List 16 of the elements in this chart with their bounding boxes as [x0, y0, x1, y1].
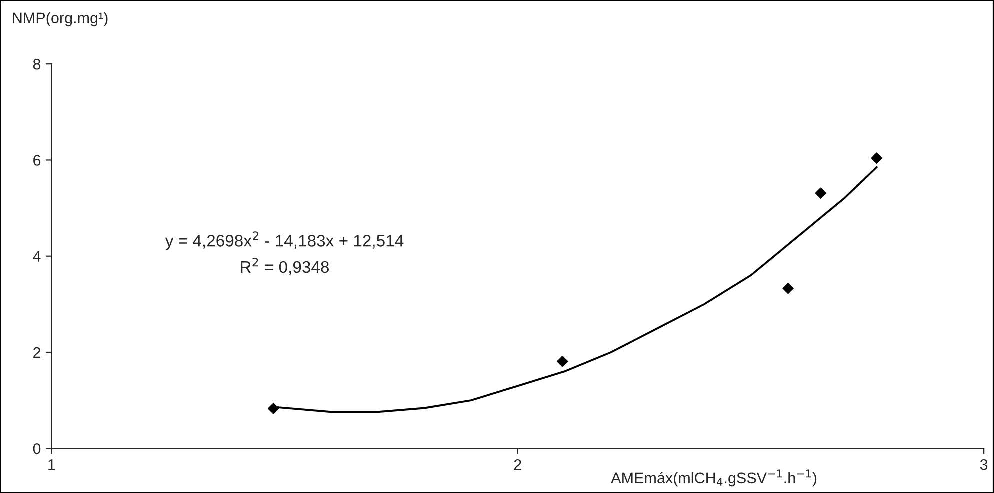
point [556, 356, 568, 368]
y-tick-label: 0 [33, 444, 41, 454]
annotation: R$^{2}$ = 0,9348 [241, 258, 330, 276]
y-tick-label: 4 [33, 251, 41, 262]
x-axis-title: AMEmáx(mlCH$_{4}$.gSSV$^{−1}$.h$^{−1}$) [611, 470, 817, 487]
point [871, 152, 883, 164]
y-axis-title: NMP(org.mg¹) [13, 12, 108, 27]
point [815, 188, 827, 200]
x-tick-label: 2 [514, 459, 522, 470]
y-tick-label: 2 [34, 347, 41, 358]
y-tick-label: 6 [34, 155, 41, 166]
y-tick-label: 8 [33, 58, 41, 70]
x-tick-label: 1 [48, 460, 56, 470]
x-tick-label: 3 [980, 459, 988, 470]
point [782, 282, 794, 294]
annotation: y = 4,2698x$^{2}$ - 14,183x + 12,514 [165, 232, 404, 250]
